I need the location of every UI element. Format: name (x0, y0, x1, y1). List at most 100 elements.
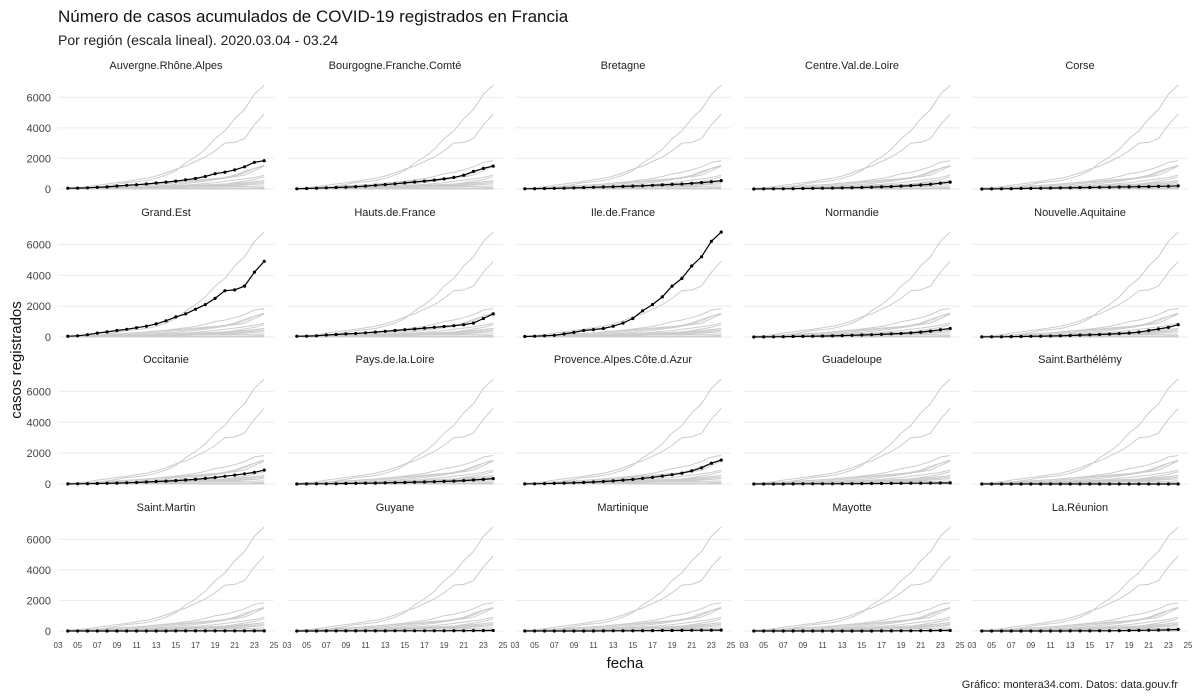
background-series-line (296, 113, 494, 189)
data-point (990, 187, 994, 191)
background-series-line (981, 313, 1179, 338)
facet-panel: Occitanie 0 2000 4000 6000 (27, 354, 274, 491)
data-point (295, 187, 299, 191)
data-point (66, 629, 70, 633)
data-point (1019, 334, 1023, 339)
data-point (1009, 629, 1013, 633)
data-point (1039, 334, 1043, 338)
data-point (601, 479, 606, 484)
data-point (213, 475, 217, 480)
facet-panel: Guadeloupe (744, 354, 960, 486)
chart-title: Número de casos acumulados de COVID-19 r… (58, 7, 569, 26)
data-point (1068, 482, 1072, 486)
x-tick-label: 09 (1026, 641, 1035, 650)
data-point (1088, 629, 1092, 633)
data-point (948, 326, 952, 331)
data-point (1039, 186, 1043, 190)
x-tick-label: 21 (230, 641, 239, 650)
x-tick-label: 23 (707, 641, 716, 650)
data-point (1058, 482, 1062, 486)
data-point (1156, 482, 1161, 486)
data-point (523, 334, 527, 339)
data-point (523, 629, 527, 633)
data-point (860, 482, 864, 486)
data-point (650, 303, 655, 307)
x-tick-label: 25 (270, 641, 279, 650)
data-point (660, 628, 664, 633)
data-point (305, 482, 309, 486)
data-point (154, 322, 158, 326)
data-point (324, 629, 328, 633)
data-point (990, 482, 994, 486)
data-point (462, 173, 466, 177)
data-point (879, 629, 884, 633)
data-point (889, 629, 893, 633)
data-point (324, 333, 328, 337)
x-tick-label: 21 (459, 641, 468, 650)
x-tick-label: 09 (341, 641, 350, 650)
data-point (471, 478, 476, 482)
data-point (1156, 628, 1161, 632)
data-point (193, 307, 198, 311)
x-tick-label: 15 (171, 641, 180, 650)
data-point (393, 629, 397, 633)
data-point (562, 332, 566, 336)
background-series-line (981, 607, 1179, 632)
background-series-line (753, 113, 951, 189)
data-point (462, 629, 466, 633)
data-point (334, 185, 338, 190)
data-point (601, 185, 606, 189)
data-point (850, 482, 854, 486)
data-point (1098, 482, 1102, 486)
x-tick-label: 17 (420, 641, 429, 650)
data-point (1166, 628, 1170, 632)
background-series-line (296, 187, 494, 190)
data-point (719, 628, 723, 632)
data-point (452, 629, 456, 633)
facet-panel: La.Réunion 03 05 07 09 11 13 15 17 19 21 23 25 (968, 502, 1193, 650)
facet-panel: Provence.Alpes.Côte.d.Azur (515, 354, 731, 486)
data-point (999, 629, 1004, 633)
facet-label: Mayotte (832, 502, 871, 514)
data-point (1107, 332, 1112, 336)
data-point (830, 629, 835, 633)
data-point (184, 178, 188, 182)
data-point (105, 330, 109, 334)
data-point (174, 315, 178, 319)
data-point (719, 458, 723, 462)
data-point (811, 334, 815, 338)
data-point (403, 328, 407, 332)
data-point (752, 335, 756, 339)
data-point (670, 473, 674, 477)
x-tick-label: 21 (916, 641, 925, 650)
y-tick-label: 4000 (27, 270, 51, 282)
data-point (354, 481, 358, 485)
data-point (373, 330, 377, 334)
background-series-line (753, 606, 951, 632)
data-point (1088, 185, 1092, 190)
facet-panels: Auvergne.Rhône.Alpes 0 2000 4000 6000 Bourgog… (27, 60, 1193, 650)
data-point (690, 264, 694, 268)
data-point (1137, 628, 1141, 633)
data-point (305, 334, 309, 338)
data-point (1009, 335, 1013, 339)
background-series-line (524, 378, 722, 484)
background-series-line (753, 460, 951, 485)
data-point (582, 186, 586, 190)
data-point (393, 182, 397, 186)
data-point (611, 324, 615, 328)
data-point (938, 328, 943, 332)
data-point (1048, 334, 1053, 338)
data-point (601, 629, 606, 633)
data-point (680, 628, 684, 633)
data-point (481, 629, 485, 633)
facet-label: Provence.Alpes.Côte.d.Azur (554, 354, 693, 366)
x-tick-label: 25 (956, 641, 965, 650)
x-tick-label: 09 (569, 641, 578, 650)
background-series-line (296, 408, 494, 484)
data-point (523, 187, 527, 191)
data-point (641, 309, 645, 313)
data-point (709, 239, 714, 243)
data-point (1176, 482, 1180, 486)
data-point (76, 186, 80, 190)
